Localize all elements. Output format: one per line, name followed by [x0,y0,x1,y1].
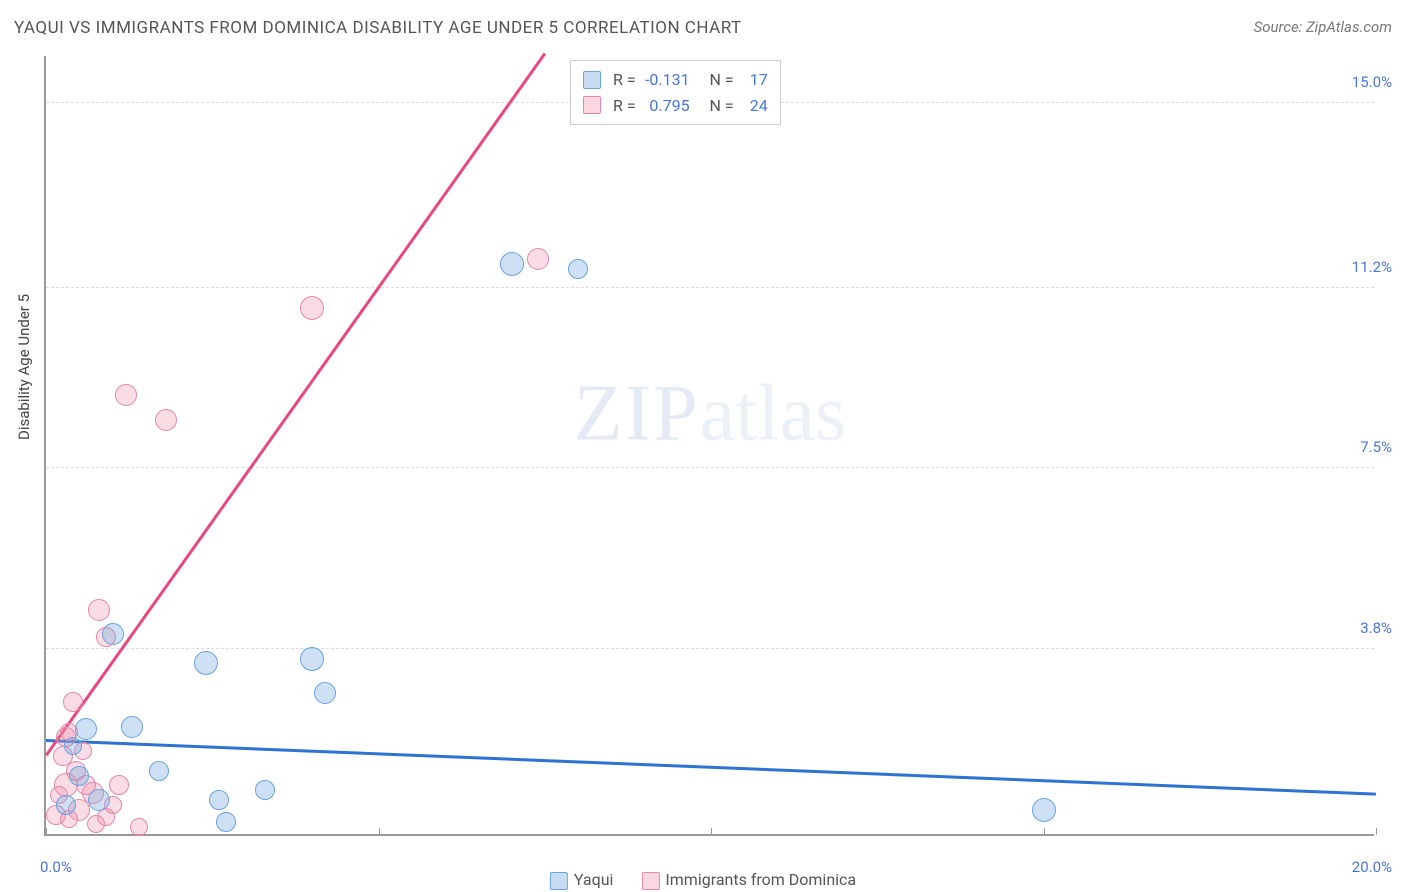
plot-area: ZIPatlas [44,56,1374,836]
gridline-h [46,287,1374,288]
x-tick-min: 0.0% [40,858,72,876]
stats-n-dominica: 24 [740,93,768,119]
scatter-point [527,248,549,270]
stats-r-label-2: R = [613,93,636,119]
scatter-point [63,692,83,712]
x-tick-max: 20.0% [1352,858,1392,876]
x-tick [1044,828,1045,835]
scatter-point [194,651,218,675]
stats-r-dominica: 0.795 [642,93,690,119]
x-tick [711,828,712,835]
source-name: ZipAtlas.com [1306,18,1392,36]
source-prefix: Source: [1254,18,1303,36]
x-tick [379,828,380,835]
stats-n-label: N = [710,67,734,93]
legend-swatch-blue [550,872,568,890]
gridline-h [46,648,1374,649]
scatter-point [155,409,177,431]
scatter-point [56,795,76,815]
scatter-point [216,812,236,832]
y-tick-label: 3.8% [1360,619,1392,683]
scatter-point [88,599,110,621]
stats-n-label-2: N = [710,93,734,119]
stats-swatch-pink [583,96,601,114]
y-tick-label: 11.2% [1352,258,1392,322]
scatter-point [149,761,169,781]
scatter-point [64,737,82,755]
legend-label-yaqui: Yaqui [574,870,614,889]
scatter-point [300,296,324,320]
scatter-point [121,716,143,738]
legend-bottom: Yaqui Immigrants from Dominica [550,870,856,890]
scatter-point [102,623,124,645]
watermark-zip: ZIP [574,369,700,457]
legend-item-yaqui: Yaqui [550,870,614,890]
gridline-h [46,467,1374,468]
chart-title: YAQUI VS IMMIGRANTS FROM DOMINICA DISABI… [14,18,742,38]
stats-swatch-blue [583,71,601,89]
stats-row-yaqui: R = -0.131 N = 17 [583,67,768,93]
trend-line-yaqui [46,739,1376,795]
watermark-atlas: atlas [700,369,847,457]
scatter-point [130,818,148,836]
legend-swatch-pink [641,872,659,890]
scatter-point [500,252,524,276]
x-tick [46,828,47,835]
legend-item-dominica: Immigrants from Dominica [641,870,856,890]
scatter-point [69,766,89,786]
scatter-point [1032,798,1056,822]
source-attribution: Source: ZipAtlas.com [1254,18,1392,36]
scatter-point [314,682,336,704]
scatter-point [300,647,324,671]
scatter-point [115,384,137,406]
x-tick [1376,828,1377,835]
watermark: ZIPatlas [574,368,847,459]
stats-n-yaqui: 17 [740,67,768,93]
legend-label-dominica: Immigrants from Dominica [665,870,856,889]
chart-container: YAQUI VS IMMIGRANTS FROM DOMINICA DISABI… [0,0,1406,892]
scatter-point [255,780,275,800]
y-tick-label: 7.5% [1360,438,1392,502]
scatter-point [109,775,129,795]
scatter-point [75,718,97,740]
stats-r-yaqui: -0.131 [642,67,690,93]
y-tick-label: 15.0% [1352,73,1392,137]
stats-row-dominica: R = 0.795 N = 24 [583,93,768,119]
y-axis-label: Disability Age Under 5 [15,294,33,440]
stats-legend-box: R = -0.131 N = 17 R = 0.795 N = 24 [570,60,781,125]
stats-r-label: R = [613,67,636,93]
scatter-point [88,789,110,811]
scatter-point [209,790,229,810]
scatter-point [568,259,588,279]
